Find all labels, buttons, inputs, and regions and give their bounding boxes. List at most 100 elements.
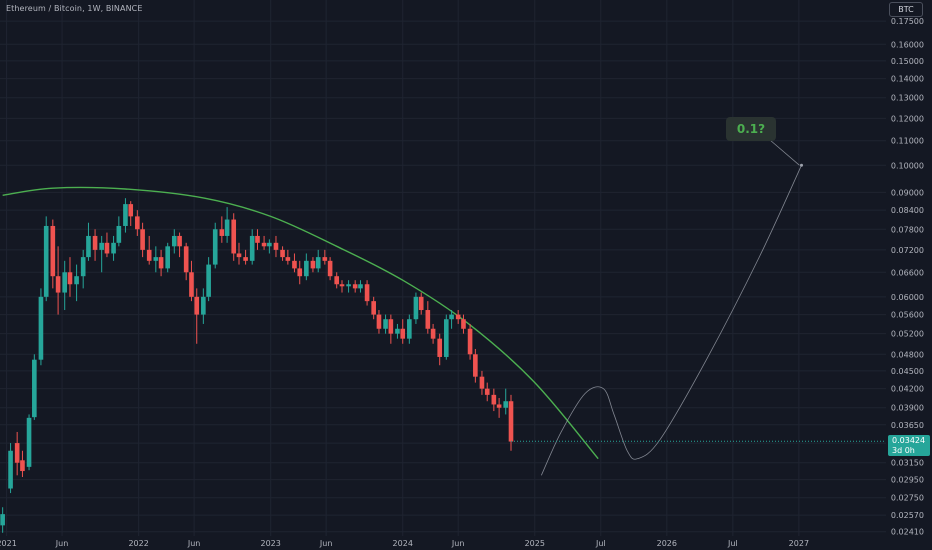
- y-tick-label: 0.13000: [891, 94, 924, 103]
- y-tick-label: 0.17500: [891, 17, 924, 26]
- x-tick-label: Jul: [727, 539, 738, 548]
- y-tick-label: 0.06000: [891, 293, 924, 302]
- candle-body: [50, 225, 56, 277]
- y-tick-label: 0.03650: [891, 421, 924, 430]
- candle-body: [116, 225, 122, 243]
- candle-body: [371, 301, 376, 315]
- candle: [80, 249, 86, 289]
- candle-body: [383, 319, 388, 329]
- candle-body: [364, 284, 370, 302]
- candle-body: [171, 235, 177, 247]
- y-tick-label: 0.02950: [891, 476, 924, 485]
- gridlines: [0, 0, 886, 536]
- y-tick-label: 0.05200: [891, 330, 924, 339]
- candle-series: [0, 198, 886, 533]
- candle-body: [334, 276, 340, 285]
- candle-body: [206, 264, 211, 297]
- candle-body: [297, 268, 303, 277]
- candle-body: [358, 284, 363, 289]
- candle-body: [0, 514, 5, 526]
- candle: [50, 219, 56, 289]
- candle: [461, 314, 466, 334]
- candle: [267, 239, 272, 254]
- candle: [334, 272, 340, 289]
- candle-body: [38, 296, 44, 360]
- candle: [479, 370, 485, 395]
- candle: [123, 198, 128, 233]
- candle: [26, 414, 32, 471]
- candle-body: [449, 314, 454, 320]
- resistance-curve-line: [2, 186, 599, 460]
- candle: [189, 260, 194, 302]
- candle-body: [508, 401, 514, 442]
- candle-body: [292, 260, 297, 269]
- candle: [43, 216, 49, 302]
- y-tick-label: 0.14000: [891, 75, 924, 84]
- candle-body: [255, 235, 260, 243]
- candle-body: [219, 229, 225, 236]
- y-tick-label: 0.04800: [891, 350, 924, 359]
- candle-body: [20, 460, 25, 472]
- x-tick-label: Jun: [451, 539, 465, 548]
- candle-body: [473, 354, 478, 377]
- candle: [194, 288, 200, 344]
- candle-body: [304, 260, 309, 277]
- candle: [297, 260, 303, 285]
- candle: [243, 249, 248, 265]
- candle: [508, 394, 514, 451]
- y-tick-label: 0.11000: [891, 137, 924, 146]
- candle-body: [236, 253, 242, 258]
- candle: [135, 210, 140, 236]
- candle: [395, 323, 400, 339]
- x-tick-label: Jun: [55, 539, 69, 548]
- projection-path: [541, 139, 803, 476]
- candle: [310, 257, 316, 273]
- candle-body: [67, 272, 73, 285]
- candle-body: [261, 242, 267, 247]
- candle-body: [273, 242, 279, 250]
- x-tick-label: 2021: [0, 539, 17, 548]
- candle-body: [146, 249, 152, 261]
- price-axis[interactable]: 0.17500 0.16000 0.15000 0.14000 0.13000 0.120…: [891, 17, 924, 537]
- candle: [219, 216, 225, 243]
- candle-body: [285, 257, 291, 261]
- candle-body: [430, 328, 436, 339]
- candle-body: [352, 284, 358, 289]
- candle-body: [443, 319, 449, 357]
- candle: [346, 280, 351, 293]
- candle: [327, 257, 333, 281]
- candle: [212, 222, 218, 269]
- candle-body: [310, 260, 316, 269]
- y-tick-label: 0.12000: [891, 114, 924, 123]
- candle-body: [280, 249, 285, 258]
- candle: [418, 292, 424, 315]
- x-tick-label: Jul: [595, 539, 606, 548]
- currency-button[interactable]: BTC: [889, 2, 923, 17]
- candle-body: [491, 394, 497, 405]
- candle-body: [243, 257, 248, 261]
- candle: [437, 333, 443, 366]
- candle: [339, 280, 345, 293]
- y-tick-label: 0.06600: [891, 268, 924, 277]
- x-tick-label: 2026: [657, 539, 677, 548]
- y-tick-label: 0.08400: [891, 206, 924, 215]
- candle: [20, 450, 25, 478]
- candle: [92, 229, 98, 261]
- candle-body: [62, 272, 68, 293]
- candle-body: [158, 257, 164, 269]
- x-tick-label: 2024: [393, 539, 413, 548]
- candle-body: [8, 450, 13, 489]
- candle: [116, 216, 122, 247]
- candle-body: [496, 404, 502, 408]
- time-axis[interactable]: 2021 Jun 2022 Jun 2023 Jun 2024 Jun 2025 Jul 2026 J…: [0, 539, 809, 548]
- candle: [261, 235, 267, 250]
- y-tick-label: 0.04500: [891, 367, 924, 376]
- candle: [32, 354, 37, 420]
- candle-body: [153, 257, 159, 261]
- candle-body: [201, 296, 206, 315]
- candle: [496, 398, 502, 418]
- candle-body: [111, 242, 116, 254]
- target-callout[interactable]: 0.1?: [726, 117, 776, 141]
- candle: [413, 292, 419, 324]
